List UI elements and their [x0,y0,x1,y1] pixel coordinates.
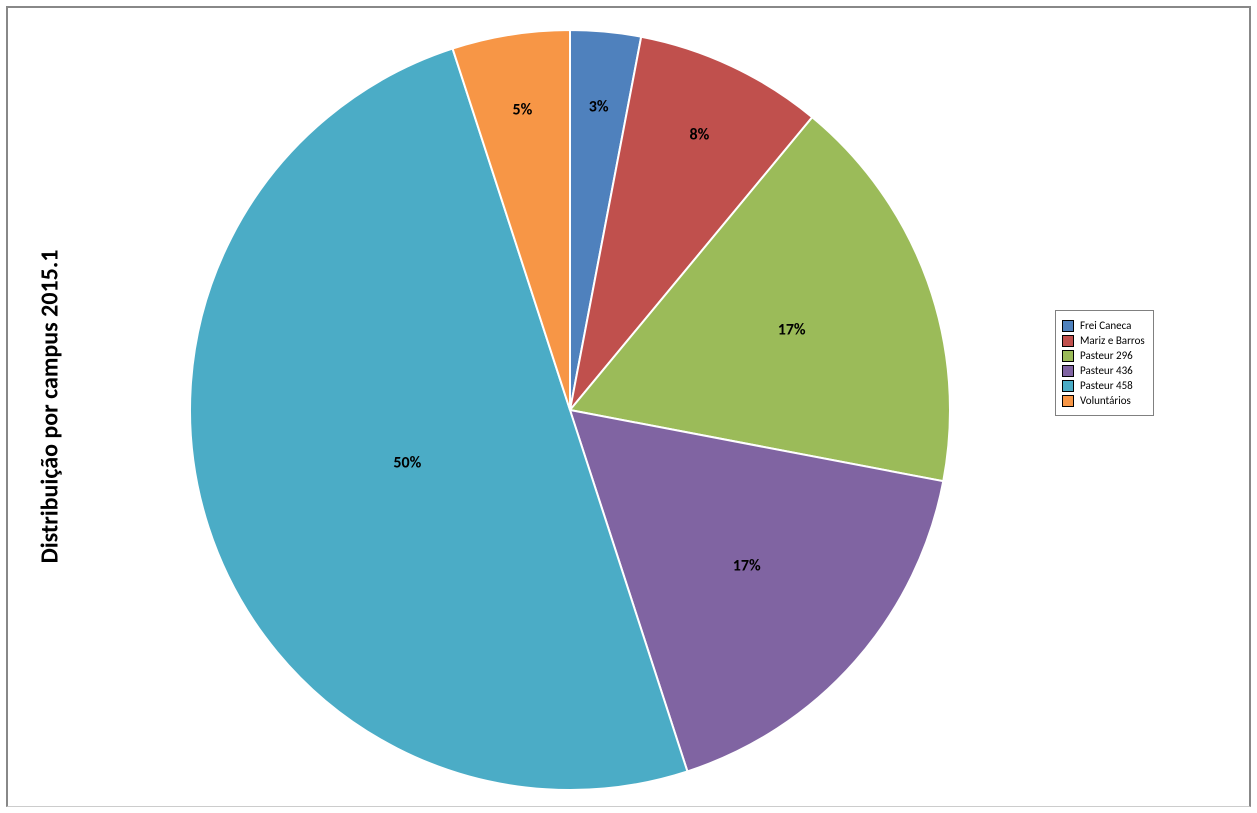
pie-slice-label: 17% [778,321,806,340]
legend-label: Frei Caneca [1080,319,1131,332]
pie-slice-label: 5% [513,100,533,119]
legend-label: Pasteur 296 [1080,349,1133,362]
legend-item: Voluntários [1062,394,1145,407]
y-axis-title: Distribuição por campus 2015.1 [36,250,65,564]
legend-label: Voluntários [1080,394,1131,407]
legend-swatch [1062,395,1074,407]
pie-chart-area: 3% 8% 17% 17% 50% 5% [80,0,1020,813]
legend-label: Mariz e Barros [1080,334,1145,347]
pie-chart-svg [80,0,1020,813]
legend-item: Mariz e Barros [1062,334,1145,347]
pie-slice-label: 8% [690,125,710,144]
legend-item: Pasteur 458 [1062,379,1145,392]
legend-swatch [1062,335,1074,347]
legend: Frei Caneca Mariz e Barros Pasteur 296 Past… [1055,310,1154,416]
legend-swatch [1062,320,1074,332]
pie-slice-label: 17% [733,556,761,575]
legend-swatch [1062,350,1074,362]
pie-slice-label: 50% [393,453,421,472]
legend-swatch [1062,380,1074,392]
legend-label: Pasteur 458 [1080,379,1133,392]
legend-label: Pasteur 436 [1080,364,1133,377]
pie-slice-label: 3% [589,98,609,117]
legend-item: Pasteur 296 [1062,349,1145,362]
y-axis-title-container: Distribuição por campus 2015.1 [20,0,80,813]
legend-swatch [1062,365,1074,377]
legend-item: Pasteur 436 [1062,364,1145,377]
legend-item: Frei Caneca [1062,319,1145,332]
